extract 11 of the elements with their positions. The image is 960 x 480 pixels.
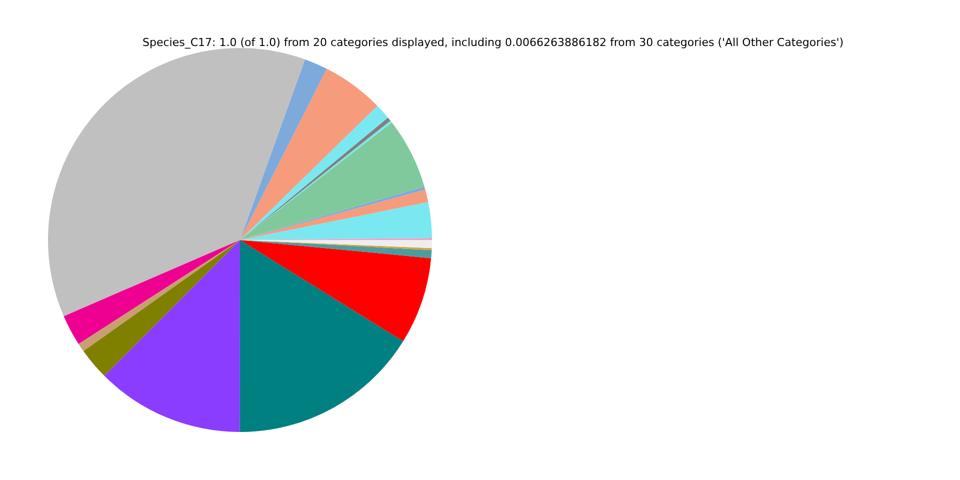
- pie-slice: [240, 240, 404, 432]
- pie-slice: [104, 240, 240, 432]
- pie-slice: [240, 68, 378, 240]
- pie-slice: [240, 122, 424, 240]
- pie-slice: [48, 48, 306, 316]
- pie-slice: [240, 240, 432, 342]
- text: Species_C17: 1.0 (of 1.0) from 20 categories displayed, including 0.0066263886182 from 30 categories ('All Other Categories'): [142, 36, 844, 49]
- pie-slice: [83, 240, 240, 376]
- pie-slice: [240, 202, 432, 240]
- pie-slice: [240, 59, 327, 240]
- pie-slice: [240, 240, 432, 258]
